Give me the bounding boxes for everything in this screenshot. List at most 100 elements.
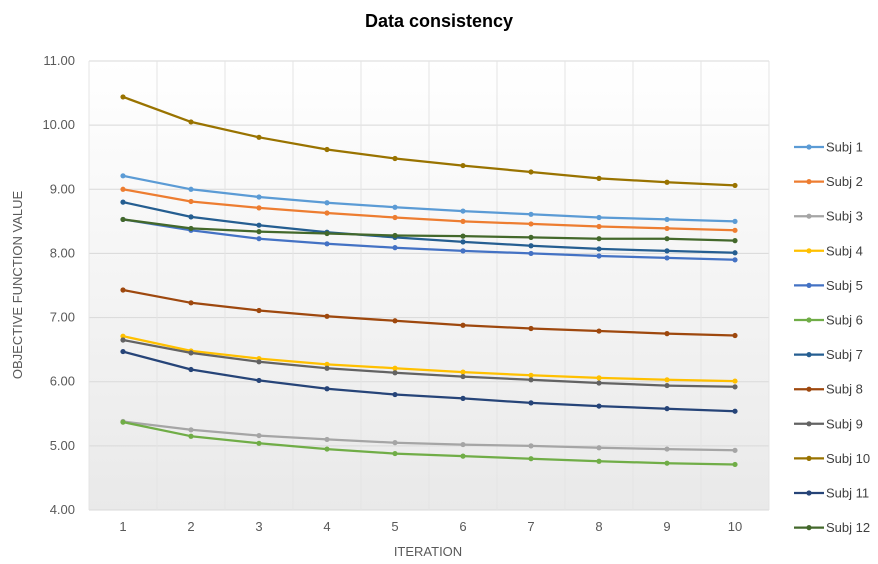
data-point xyxy=(324,386,330,392)
legend-marker xyxy=(806,317,812,323)
data-point xyxy=(392,450,398,457)
x-tick-label: 6 xyxy=(459,519,466,534)
data-point xyxy=(392,440,398,446)
data-point xyxy=(664,255,670,261)
legend-marker xyxy=(806,179,812,185)
data-point xyxy=(392,365,398,371)
data-point xyxy=(664,248,670,254)
legend: Subj 1 Subj 2 Subj 3 Subj 4 Subj 5 Subj 6 Subj… xyxy=(794,140,870,535)
legend-label: Subj 6 xyxy=(826,313,863,328)
data-point xyxy=(256,359,262,365)
legend-marker xyxy=(806,282,812,288)
data-point xyxy=(120,333,126,339)
data-point xyxy=(664,446,670,452)
data-point xyxy=(664,377,670,383)
data-point xyxy=(528,325,534,332)
data-point xyxy=(188,186,194,192)
data-point xyxy=(528,211,534,217)
data-point xyxy=(188,366,194,373)
legend-marker xyxy=(806,421,812,427)
data-point xyxy=(596,175,602,181)
series-4 xyxy=(120,333,738,384)
y-tick-label: 5.00 xyxy=(50,438,75,453)
y-tick-label: 6.00 xyxy=(50,374,75,389)
data-point xyxy=(732,238,738,244)
data-point xyxy=(528,169,534,175)
data-point xyxy=(460,239,466,245)
legend-label: Subj 2 xyxy=(826,174,863,189)
data-point xyxy=(528,243,534,249)
data-point xyxy=(732,218,738,224)
legend-marker xyxy=(806,455,812,461)
data-point xyxy=(664,382,670,389)
data-point xyxy=(460,322,466,328)
y-tick-label: 11.00 xyxy=(43,53,75,68)
series-line xyxy=(122,188,736,232)
data-point xyxy=(596,458,602,464)
data-point xyxy=(460,218,466,224)
data-point xyxy=(324,313,330,319)
series-6 xyxy=(120,419,738,468)
data-point xyxy=(528,250,534,257)
series-line xyxy=(122,338,736,388)
data-point xyxy=(392,245,398,251)
series-line xyxy=(122,420,736,452)
data-point xyxy=(256,432,262,439)
data-point xyxy=(120,199,126,205)
x-tick-label: 5 xyxy=(391,519,398,534)
data-point xyxy=(256,229,262,235)
data-point xyxy=(596,223,602,230)
x-tick-label: 2 xyxy=(187,519,194,534)
series-10 xyxy=(120,94,738,189)
data-point xyxy=(528,234,534,240)
data-point xyxy=(324,146,330,153)
data-point xyxy=(460,453,466,459)
data-point xyxy=(596,328,602,334)
legend-label: Subj 9 xyxy=(826,416,863,431)
data-point xyxy=(732,378,738,384)
data-point xyxy=(528,372,534,378)
data-point xyxy=(324,241,330,247)
legend-marker xyxy=(806,213,812,219)
data-point xyxy=(732,250,738,256)
legend-label: Subj 3 xyxy=(826,209,863,224)
legend-marker xyxy=(806,386,812,392)
data-point xyxy=(120,94,126,100)
x-tick-label: 10 xyxy=(728,519,742,534)
data-point xyxy=(256,440,262,446)
data-point xyxy=(392,214,398,221)
data-point xyxy=(120,173,126,179)
series-line xyxy=(122,420,736,466)
series-line xyxy=(122,218,736,261)
data-point xyxy=(664,225,670,232)
x-tick-label: 4 xyxy=(323,519,330,534)
data-point xyxy=(528,456,534,462)
data-point xyxy=(188,198,194,205)
data-point xyxy=(732,227,738,233)
data-point xyxy=(256,236,262,242)
data-point xyxy=(460,248,466,254)
series-12 xyxy=(120,216,738,244)
data-point xyxy=(460,208,466,214)
x-tick-label: 9 xyxy=(663,519,670,534)
data-point xyxy=(596,403,602,409)
data-point xyxy=(392,370,398,376)
data-point xyxy=(460,373,466,380)
data-point xyxy=(596,375,602,381)
x-tick-label: 1 xyxy=(119,519,126,534)
x-axis-ticks: 1 2 3 4 5 6 7 8 9 10 xyxy=(119,519,742,534)
data-point xyxy=(460,369,466,375)
data-point xyxy=(528,400,534,406)
y-axis-label: OBJECTIVE FUNCTION VALUE xyxy=(10,191,25,380)
data-point xyxy=(188,300,194,306)
data-point xyxy=(256,205,262,211)
data-point xyxy=(732,384,738,390)
data-point xyxy=(324,210,330,216)
series-line xyxy=(122,218,736,242)
data-point xyxy=(188,350,194,356)
legend-label: Subj 12 xyxy=(826,520,870,535)
data-point xyxy=(664,179,670,185)
data-point xyxy=(732,332,738,339)
data-point xyxy=(256,377,262,384)
data-point xyxy=(664,236,670,242)
